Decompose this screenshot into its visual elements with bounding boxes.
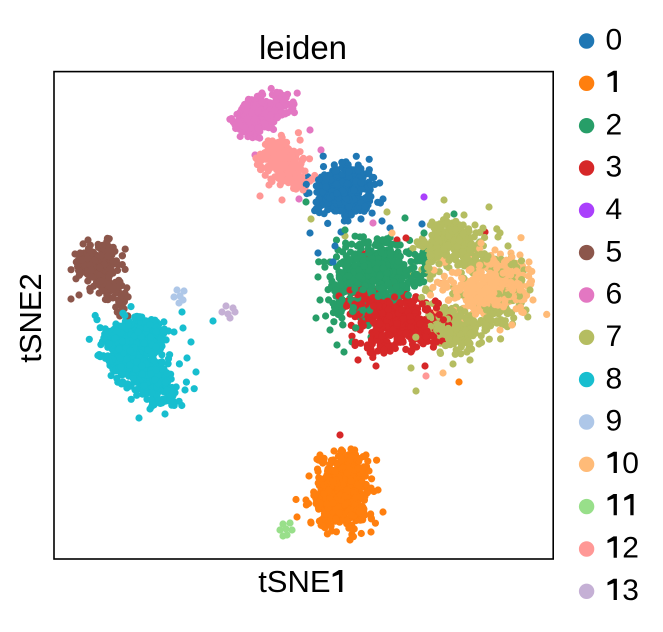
- svg-text:2: 2: [606, 108, 623, 141]
- svg-text:2: 2: [622, 532, 639, 565]
- svg-text:tSNE: tSNE: [258, 564, 330, 599]
- svg-text:0: 0: [622, 447, 639, 480]
- svg-text:7: 7: [606, 320, 623, 353]
- svg-text:9: 9: [606, 405, 623, 438]
- svg-text:6: 6: [606, 278, 623, 311]
- svg-text:4: 4: [606, 193, 623, 226]
- svg-text:0: 0: [606, 24, 623, 57]
- svg-text:5: 5: [606, 235, 623, 268]
- svg-text:tSNE2: tSNE2: [13, 273, 48, 363]
- svg-text:3: 3: [606, 151, 623, 184]
- svg-text:leiden: leiden: [259, 29, 347, 66]
- svg-text:8: 8: [606, 362, 623, 395]
